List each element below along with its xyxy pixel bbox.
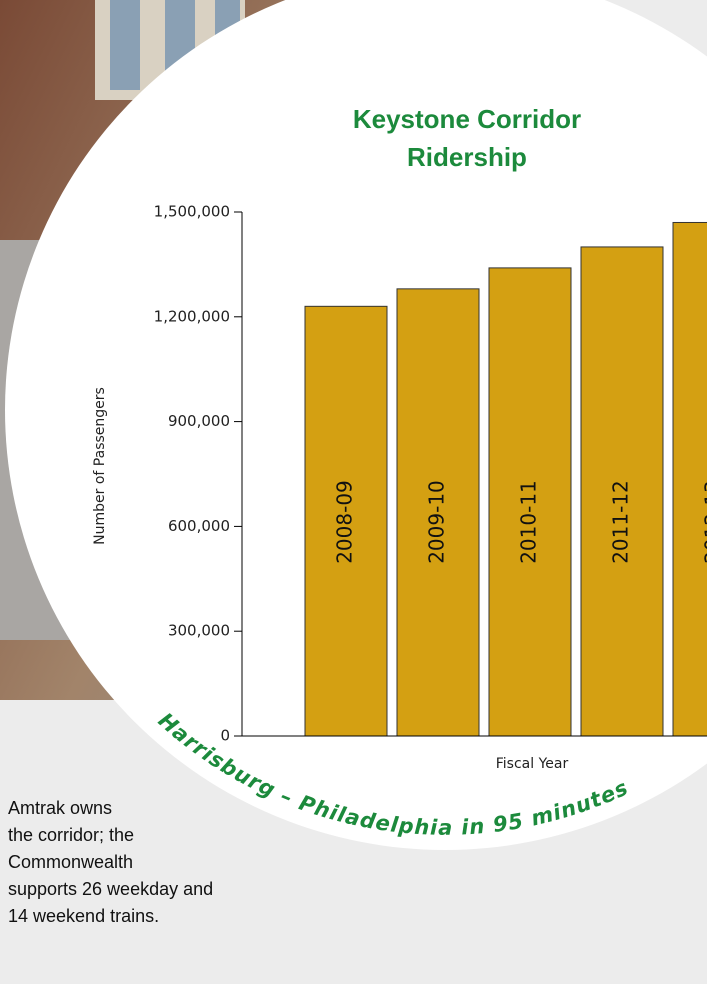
y-tick-label: 600,000 [168,517,230,535]
category-label: 2008-09 [333,480,357,564]
y-tick-label: 300,000 [168,622,230,640]
category-label: 2010-11 [517,480,541,564]
category-label: 2012-13 [701,480,707,564]
bar [488,267,572,737]
chart-title: Keystone Corridor Ridership [352,104,582,172]
note-line: the corridor; the [8,825,135,845]
y-tick-label: 900,000 [168,412,230,430]
bar [396,288,480,737]
category-label: 2011-12 [609,480,633,564]
note-line: Amtrak owns [8,798,113,818]
y-tick-label: 1,200,000 [154,307,230,325]
note-line: 14 weekend trains. [8,906,160,926]
note-line: supports 26 weekday and [8,879,214,899]
x-axis-title: Fiscal Year [496,756,569,772]
note: Amtrak owns the corridor; the Commonwealth… [8,795,213,930]
y-tick-label: 1,500,000 [154,203,230,221]
bar [672,221,707,737]
category-label: 2009-10 [425,480,449,564]
y-axis-title: Number of Passengers [92,387,108,545]
bar [304,305,388,737]
note-line: Commonwealth [8,852,134,872]
y-tick-label: 0 [220,727,230,745]
